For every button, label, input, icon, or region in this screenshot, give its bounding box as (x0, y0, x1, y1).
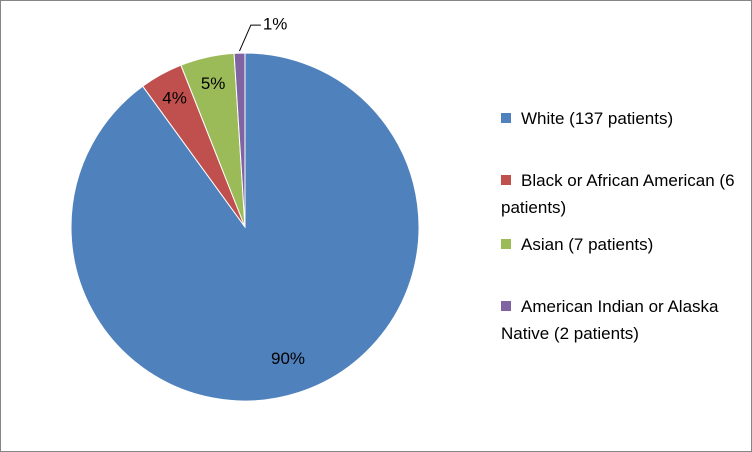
legend-label: Black or African American (6 patients) (501, 171, 735, 217)
pie-slice (233, 52, 246, 228)
legend-label: White (137 patients) (521, 109, 674, 128)
legend-swatch (501, 301, 511, 311)
legend-item: White (137 patients) (501, 105, 741, 132)
legend-swatch (501, 239, 511, 249)
pie-area: 90% 4% 5% 1% (70, 15, 420, 402)
data-label: 1% (263, 15, 288, 34)
legend-item: Black or African American (6 patients) (501, 167, 741, 221)
legend-item: American Indian or Alaska Native (2 pati… (501, 293, 741, 347)
legend-label: American Indian or Alaska Native (2 pati… (501, 297, 719, 343)
legend-swatch (501, 113, 511, 123)
legend-label: Asian (7 patients) (521, 235, 654, 254)
data-label: 4% (162, 88, 187, 107)
leader-line (239, 24, 261, 52)
legend-swatch (501, 175, 511, 185)
data-label: 90% (271, 349, 305, 368)
data-label: 5% (201, 74, 226, 93)
legend-item: Asian (7 patients) (501, 231, 741, 258)
